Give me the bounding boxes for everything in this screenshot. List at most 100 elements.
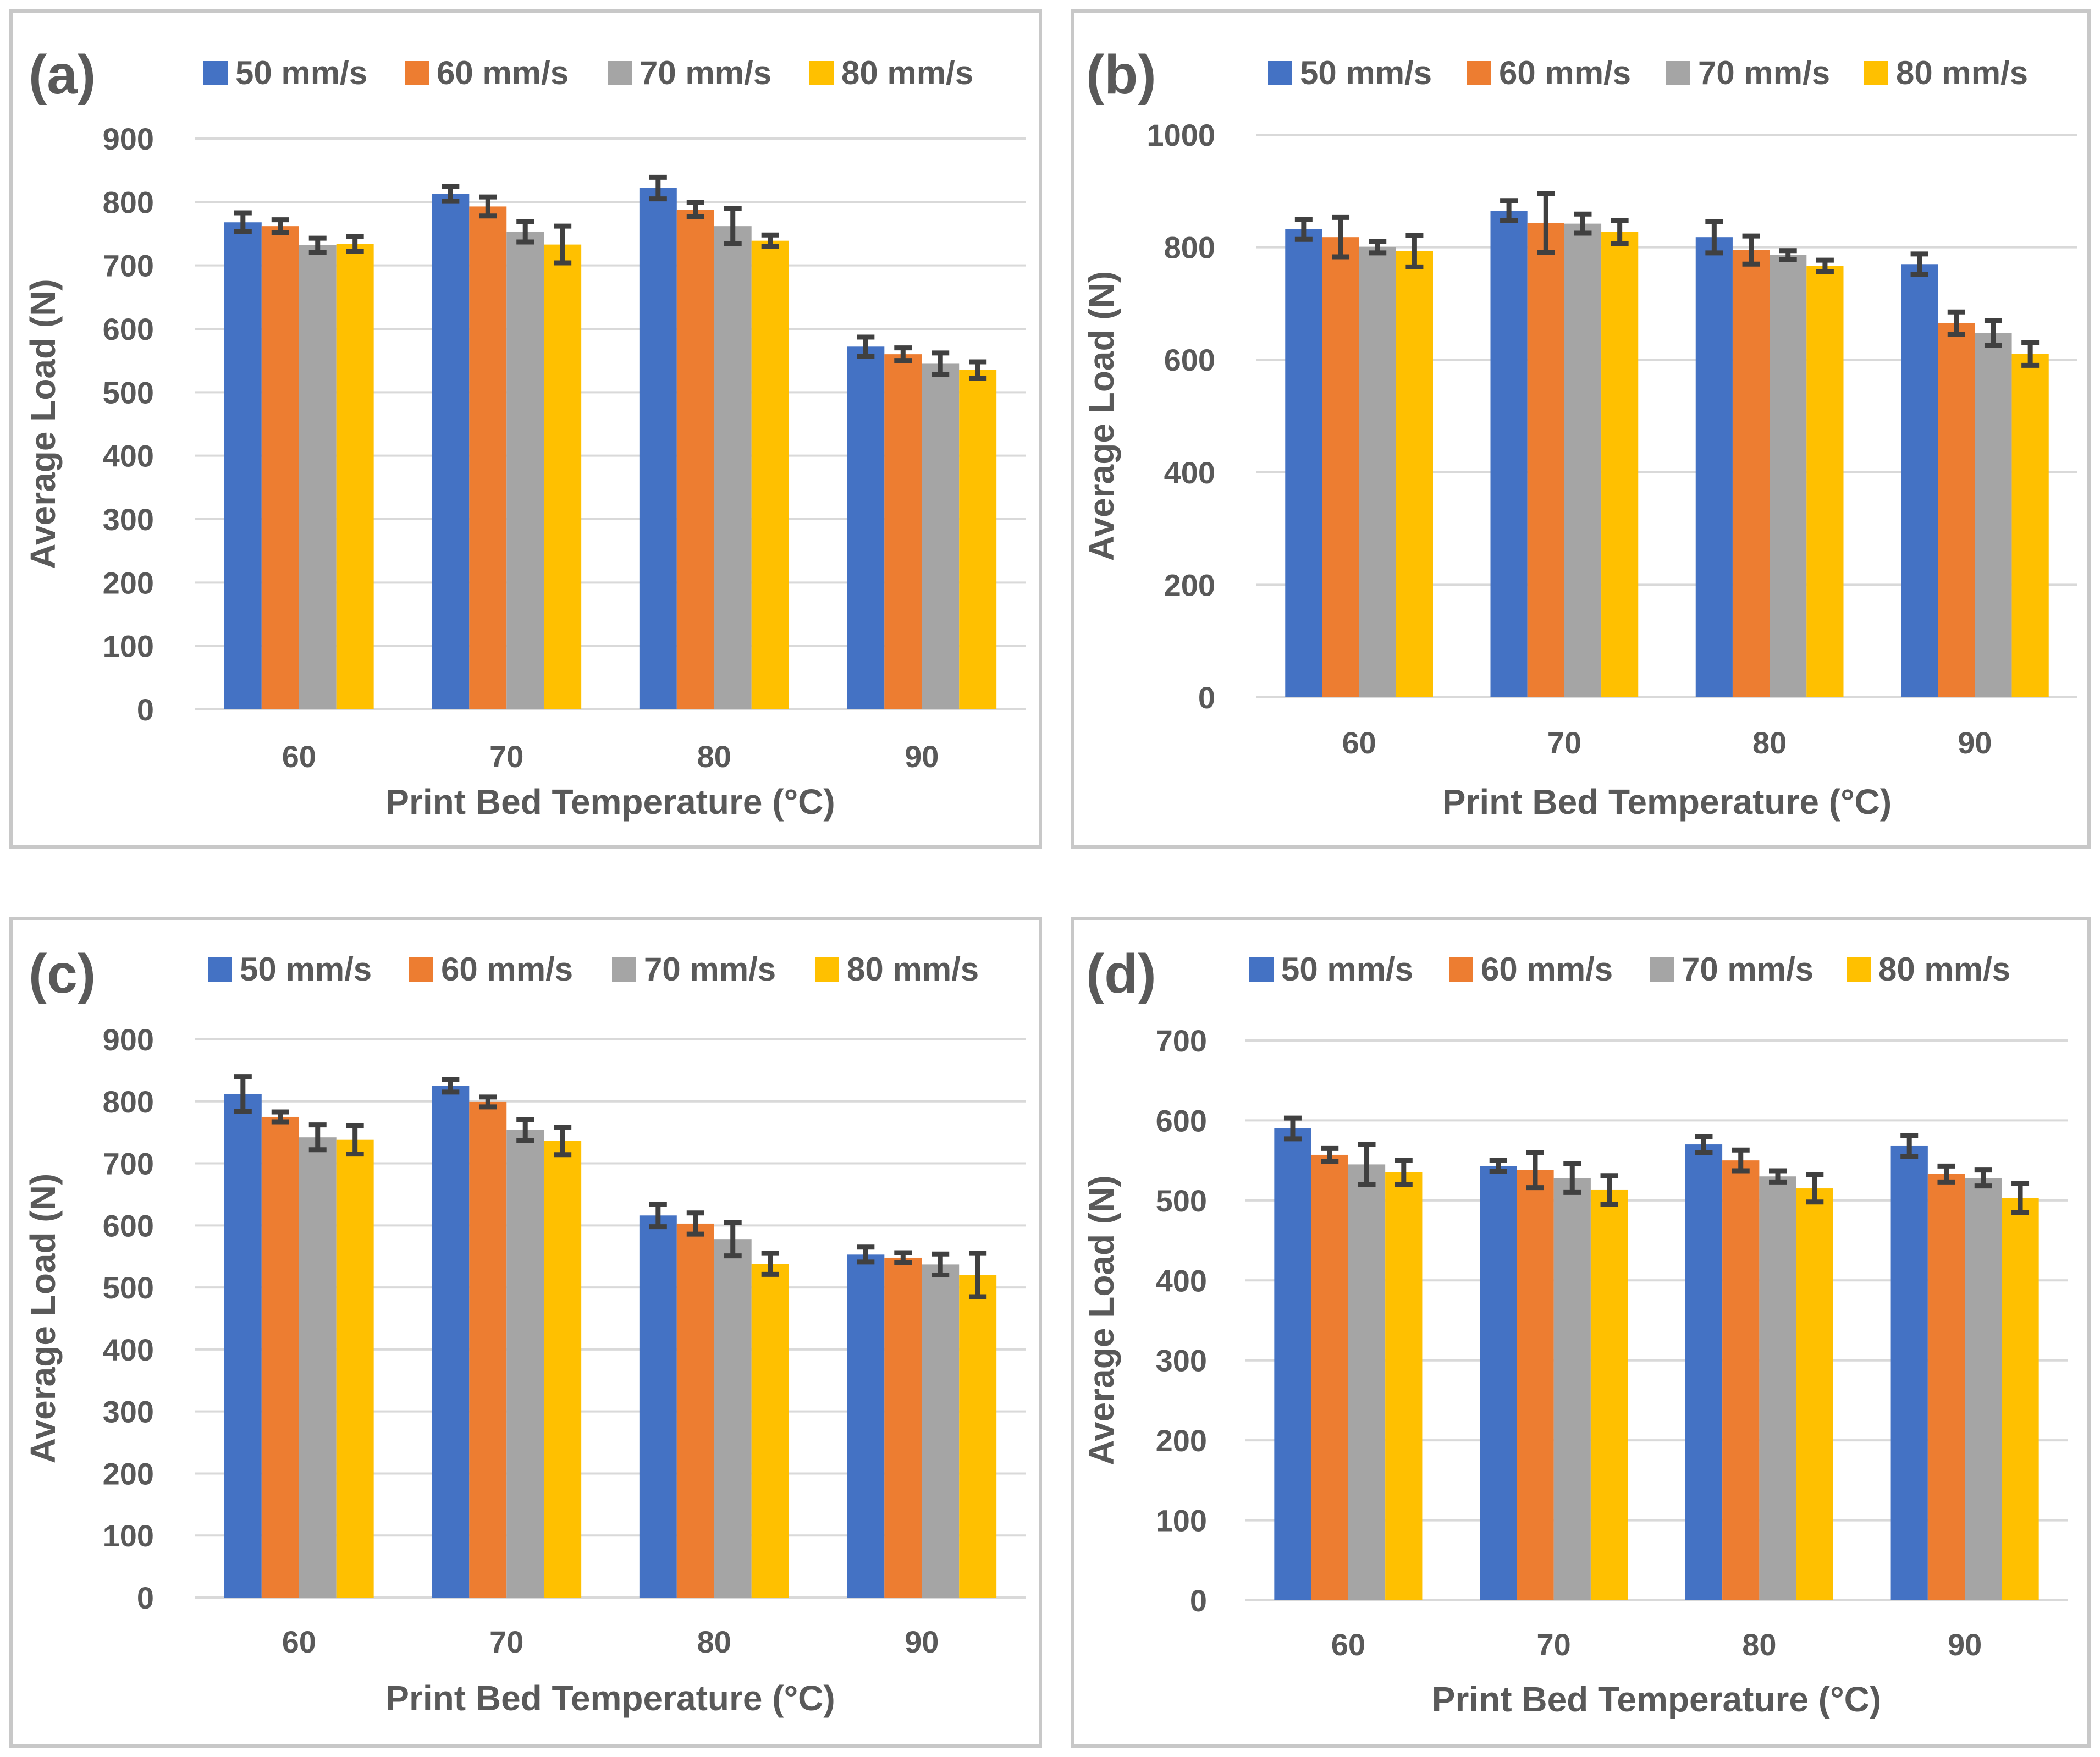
y-tick-label: 700 [103, 249, 154, 283]
bar[interactable] [1274, 1128, 1311, 1600]
bar[interactable] [1385, 1172, 1423, 1600]
bar[interactable] [751, 240, 789, 710]
x-tick-label: 80 [697, 739, 731, 774]
bar[interactable] [1965, 1178, 2002, 1600]
legend-label: 50 mm/s [240, 951, 372, 988]
bar[interactable] [544, 244, 582, 709]
y-tick-label: 500 [103, 375, 154, 410]
y-tick-label: 600 [103, 312, 154, 346]
bar[interactable] [959, 1275, 997, 1598]
bar[interactable] [1759, 1176, 1796, 1600]
bar[interactable] [1564, 223, 1602, 697]
legend-label: 80 mm/s [847, 951, 979, 988]
legend-swatch [1864, 61, 1888, 85]
bar[interactable] [1601, 232, 1639, 697]
legend-swatch [409, 957, 433, 982]
legend-swatch [809, 61, 834, 85]
legend-label: 80 mm/s [841, 54, 973, 91]
bar[interactable] [544, 1141, 582, 1598]
legend-swatch [1847, 957, 1871, 982]
bar[interactable] [224, 1094, 262, 1598]
bar[interactable] [1938, 323, 1975, 697]
bar[interactable] [1890, 1145, 1928, 1600]
bar[interactable] [1770, 255, 1807, 697]
legend-label: 50 mm/s [1281, 951, 1413, 988]
bar[interactable] [1685, 1144, 1723, 1600]
bar[interactable] [1396, 251, 1433, 697]
y-tick-label: 100 [103, 629, 154, 664]
legend-label: 80 mm/s [1878, 951, 2010, 988]
bar[interactable] [1348, 1164, 1386, 1600]
bar[interactable] [2002, 1198, 2039, 1600]
bar[interactable] [1806, 266, 1844, 697]
bar[interactable] [1490, 211, 1528, 698]
bar[interactable] [1695, 237, 1733, 697]
bar[interactable] [261, 226, 299, 709]
bar[interactable] [336, 1139, 374, 1598]
bar[interactable] [1975, 333, 2012, 697]
x-tick-label: 70 [489, 1624, 523, 1659]
bar[interactable] [432, 194, 470, 710]
bar[interactable] [224, 222, 262, 709]
panel-label: (a) [29, 44, 96, 106]
y-tick-label: 200 [103, 565, 154, 600]
bar[interactable] [1311, 1154, 1348, 1600]
bar[interactable] [1732, 250, 1770, 698]
bar[interactable] [922, 1264, 960, 1598]
x-tick-label: 90 [1958, 725, 1992, 760]
x-tick-label: 60 [282, 1624, 316, 1659]
bar[interactable] [469, 1101, 507, 1598]
bar[interactable] [1722, 1160, 1760, 1600]
bar[interactable] [1553, 1178, 1591, 1600]
bar[interactable] [1480, 1166, 1517, 1600]
bar[interactable] [884, 1257, 922, 1598]
bar[interactable] [1517, 1170, 1554, 1600]
bar[interactable] [506, 1130, 544, 1598]
x-tick-label: 80 [697, 1624, 731, 1659]
bar[interactable] [506, 232, 544, 709]
y-tick-label: 500 [1156, 1183, 1207, 1218]
bar[interactable] [299, 245, 337, 709]
bar[interactable] [884, 354, 922, 709]
y-tick-label: 0 [137, 1580, 154, 1615]
x-tick-label: 70 [1536, 1627, 1570, 1662]
bar[interactable] [1359, 247, 1396, 698]
bar[interactable] [1527, 223, 1564, 698]
bar[interactable] [676, 210, 714, 709]
bar[interactable] [1590, 1189, 1628, 1600]
bar[interactable] [1285, 229, 1322, 697]
bar[interactable] [469, 206, 507, 709]
y-tick-label: 0 [137, 692, 154, 727]
bar[interactable] [1796, 1188, 1833, 1600]
bar[interactable] [1927, 1174, 1965, 1600]
bar[interactable] [639, 1215, 677, 1598]
bar[interactable] [299, 1137, 337, 1598]
bar[interactable] [676, 1223, 714, 1598]
legend-swatch [1449, 957, 1473, 982]
x-tick-label: 80 [1752, 725, 1787, 760]
bar[interactable] [959, 370, 997, 709]
bar[interactable] [1901, 264, 1938, 697]
y-axis-title: Average Load (N) [23, 279, 63, 569]
bar[interactable] [714, 1239, 752, 1598]
bar[interactable] [847, 346, 885, 709]
bar[interactable] [639, 188, 677, 710]
y-tick-label: 600 [1156, 1103, 1207, 1138]
x-axis-title: Print Bed Temperature (°C) [385, 782, 835, 822]
x-axis-title: Print Bed Temperature (°C) [1442, 782, 1892, 822]
legend-label: 50 mm/s [235, 54, 367, 91]
bar[interactable] [2011, 354, 2049, 697]
y-tick-label: 600 [1164, 343, 1215, 377]
y-tick-label: 900 [103, 122, 154, 156]
bar[interactable] [847, 1254, 885, 1598]
bar[interactable] [922, 363, 960, 709]
x-axis-title: Print Bed Temperature (°C) [1432, 1679, 1881, 1719]
bar[interactable] [261, 1116, 299, 1598]
bar[interactable] [432, 1086, 470, 1598]
bar[interactable] [714, 226, 752, 709]
y-tick-label: 900 [103, 1022, 154, 1057]
bar[interactable] [751, 1264, 789, 1598]
bar[interactable] [1322, 237, 1359, 697]
bar[interactable] [336, 244, 374, 709]
